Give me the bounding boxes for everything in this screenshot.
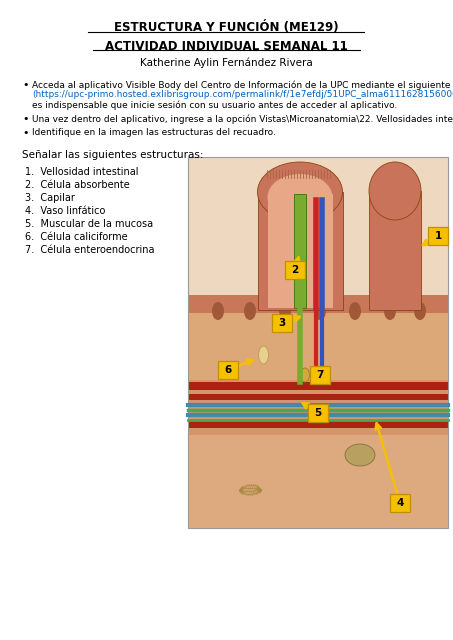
Ellipse shape <box>279 302 291 320</box>
Text: 4.  Vaso linfático: 4. Vaso linfático <box>25 206 106 216</box>
Text: es indispensable que inicie sesión con su usuario antes de acceder al aplicativo: es indispensable que inicie sesión con s… <box>32 100 397 109</box>
Ellipse shape <box>300 368 309 382</box>
Ellipse shape <box>212 302 224 320</box>
FancyBboxPatch shape <box>268 194 333 308</box>
Ellipse shape <box>259 346 269 364</box>
FancyBboxPatch shape <box>188 435 448 528</box>
Text: 7.  Célula enteroendocrina: 7. Célula enteroendocrina <box>25 245 154 255</box>
FancyBboxPatch shape <box>188 382 448 390</box>
Text: 3: 3 <box>279 318 286 328</box>
Text: 1: 1 <box>434 231 442 241</box>
Text: 1.  Vellosidad intestinal: 1. Vellosidad intestinal <box>25 167 139 177</box>
Text: Señalar las siguientes estructuras:: Señalar las siguientes estructuras: <box>22 150 203 160</box>
Text: 2.  Célula absorbente: 2. Célula absorbente <box>25 180 130 190</box>
Text: ACTIVIDAD INDIVIDUAL SEMANAL 11: ACTIVIDAD INDIVIDUAL SEMANAL 11 <box>105 40 347 52</box>
Text: 3.  Capilar: 3. Capilar <box>25 193 75 203</box>
FancyBboxPatch shape <box>257 192 342 310</box>
Ellipse shape <box>349 302 361 320</box>
FancyBboxPatch shape <box>308 404 328 422</box>
FancyBboxPatch shape <box>390 494 410 512</box>
Text: 6: 6 <box>224 365 231 375</box>
Text: ESTRUCTURA Y FUNCIÓN (ME129): ESTRUCTURA Y FUNCIÓN (ME129) <box>114 22 338 35</box>
Text: Una vez dentro del aplicativo, ingrese a la opción Vistas\Microanatomia\22. Vell: Una vez dentro del aplicativo, ingrese a… <box>32 114 453 124</box>
Ellipse shape <box>268 174 333 220</box>
FancyBboxPatch shape <box>369 191 421 310</box>
FancyBboxPatch shape <box>188 295 448 313</box>
Ellipse shape <box>384 302 396 320</box>
Text: Acceda al aplicativo Visible Body del Centro de Información de la UPC mediante e: Acceda al aplicativo Visible Body del Ce… <box>32 80 453 90</box>
Ellipse shape <box>257 162 342 222</box>
FancyBboxPatch shape <box>188 420 448 428</box>
FancyBboxPatch shape <box>188 308 448 528</box>
FancyBboxPatch shape <box>188 308 448 380</box>
Ellipse shape <box>345 444 375 466</box>
FancyBboxPatch shape <box>218 361 238 379</box>
Text: 5.  Muscular de la mucosa: 5. Muscular de la mucosa <box>25 219 153 229</box>
FancyBboxPatch shape <box>310 366 330 384</box>
Text: Katherine Aylin Fernández Rivera: Katherine Aylin Fernández Rivera <box>140 58 313 68</box>
FancyBboxPatch shape <box>428 227 448 245</box>
Text: Identifique en la imagen las estructuras del recuadro.: Identifique en la imagen las estructuras… <box>32 128 276 137</box>
FancyBboxPatch shape <box>188 157 448 528</box>
Text: •: • <box>22 114 29 124</box>
Text: (https://upc-primo.hosted.exlibrisgroup.com/permalink/f/1e7efdj/51UPC_alma611162: (https://upc-primo.hosted.exlibrisgroup.… <box>32 90 453 99</box>
Ellipse shape <box>414 302 426 320</box>
Ellipse shape <box>369 162 421 220</box>
Ellipse shape <box>244 302 256 320</box>
FancyBboxPatch shape <box>285 261 305 279</box>
Text: 7: 7 <box>316 370 324 380</box>
Text: 6.  Célula caliciforme: 6. Célula caliciforme <box>25 232 128 242</box>
FancyBboxPatch shape <box>188 394 448 400</box>
Text: 2: 2 <box>291 265 299 275</box>
FancyBboxPatch shape <box>272 314 292 332</box>
Ellipse shape <box>314 302 326 320</box>
Text: •: • <box>22 128 29 138</box>
Text: •: • <box>22 80 29 90</box>
Text: 4: 4 <box>396 498 404 508</box>
Text: 5: 5 <box>314 408 322 418</box>
FancyBboxPatch shape <box>294 194 306 308</box>
